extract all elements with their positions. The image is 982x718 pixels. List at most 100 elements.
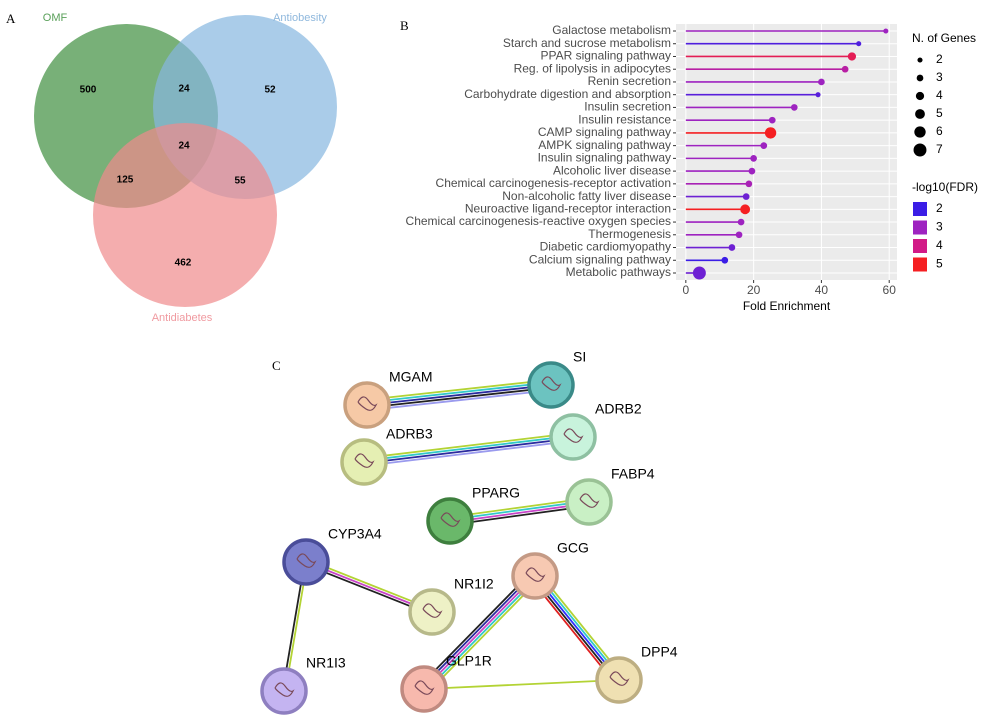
panel-label: A — [6, 11, 16, 26]
venn-set-label: Antiobesity — [273, 12, 327, 24]
lollipop-dot — [745, 180, 753, 188]
node-label: ADRB3 — [386, 426, 433, 442]
edge — [425, 577, 538, 692]
category-label: PPAR signaling pathway — [540, 49, 671, 63]
category-label: Calcium signaling pathway — [529, 252, 671, 266]
lollipop-dot — [841, 65, 849, 73]
legend-title: N. of Genes — [912, 31, 976, 45]
lollipop-dot — [768, 116, 776, 124]
lollipop-dot — [735, 231, 743, 239]
protein-icon — [525, 567, 546, 582]
node — [527, 361, 575, 409]
category-label: Galactose metabolism — [552, 23, 671, 37]
protein-icon — [541, 376, 562, 391]
venn-count: 125 — [117, 175, 134, 186]
venn-count: 500 — [80, 85, 97, 96]
venn-set-label: Antidiabetes — [152, 312, 213, 324]
legend-label: 2 — [936, 201, 943, 215]
lollipop-dot — [856, 41, 862, 47]
node — [565, 478, 613, 526]
venn-circle — [93, 123, 277, 307]
lollipop-dot — [790, 104, 798, 111]
x-tick-label: 0 — [682, 283, 689, 297]
node-label: GLP1R — [446, 653, 492, 669]
lollipop-dot — [760, 142, 768, 149]
legend-label: 4 — [936, 88, 943, 102]
node-label: ADRB2 — [595, 401, 642, 417]
lollipop-dot — [737, 218, 745, 226]
legend-label: 5 — [936, 257, 943, 271]
node — [282, 538, 330, 586]
protein-icon — [357, 396, 378, 411]
edge — [363, 432, 573, 460]
legend-label: 7 — [936, 142, 943, 156]
node — [511, 552, 559, 600]
node-label: DPP4 — [641, 644, 678, 660]
node-label: CYP3A4 — [328, 526, 382, 542]
edge — [366, 381, 551, 404]
node — [595, 656, 643, 704]
edge — [367, 389, 552, 412]
node-label: NR1I3 — [306, 655, 346, 671]
category-label: Insulin signaling pathway — [538, 151, 671, 165]
venn-count: 462 — [175, 258, 192, 269]
category-label: AMPK signaling pathway — [538, 138, 671, 152]
category-label: Carbohydrate digestion and absorption — [464, 87, 671, 101]
lollipop-dot — [692, 266, 706, 280]
x-tick-label: 60 — [883, 283, 897, 297]
legend-size-dot — [914, 126, 926, 138]
lollipop-dot — [740, 204, 751, 215]
x-tick-label: 40 — [815, 283, 829, 297]
edge — [364, 437, 574, 465]
edge — [363, 434, 573, 462]
lollipop-dot — [721, 256, 729, 264]
edge — [419, 571, 532, 686]
category-label: Thermogenesis — [588, 227, 671, 241]
lollipop-dot — [728, 244, 736, 251]
legend-size-dot — [917, 57, 923, 63]
lollipop-dot — [764, 127, 777, 139]
category-label: Metabolic pathways — [566, 265, 671, 279]
category-label: Renin secretion — [588, 74, 671, 88]
protein-icon — [296, 553, 317, 568]
protein-icon — [274, 682, 295, 697]
panel-label: C — [272, 358, 281, 373]
node-label: NR1I2 — [454, 576, 494, 592]
node-label: FABP4 — [611, 466, 655, 482]
venn-set-label: OMF — [43, 12, 68, 24]
category-label: Insulin secretion — [584, 100, 671, 114]
node — [343, 381, 391, 429]
venn-count: 24 — [178, 141, 190, 152]
category-label: CAMP signaling pathway — [538, 125, 671, 139]
legend-color-key — [913, 220, 927, 235]
edge — [366, 378, 551, 401]
legend-size-dot — [913, 143, 927, 157]
lollipop-dot — [883, 28, 889, 34]
venn-count: 55 — [234, 176, 246, 187]
category-label: Neuroactive ligand-receptor interaction — [465, 201, 671, 215]
x-tick-label: 20 — [747, 283, 761, 297]
plot-background — [676, 24, 897, 280]
protein-icon — [579, 493, 600, 508]
node-label: SI — [573, 349, 586, 365]
legend-color-key — [913, 257, 927, 272]
category-label: Alcoholic liver disease — [553, 163, 671, 177]
lollipop-dot — [815, 92, 821, 98]
legend-label: 4 — [936, 238, 943, 252]
edge — [421, 573, 534, 688]
lollipop-dot — [742, 193, 750, 200]
category-label: Insulin resistance — [578, 112, 671, 126]
edge — [364, 439, 574, 467]
x-axis-label: Fold Enrichment — [743, 299, 831, 313]
node — [400, 665, 448, 713]
protein-icon — [563, 428, 584, 443]
category-label: Chemical carcinogenesis-reactive oxygen … — [406, 214, 671, 228]
protein-icon — [440, 512, 461, 527]
node-label: PPARG — [472, 485, 520, 501]
venn: OMF Antiobesity Antidiabetes 500 24 52 2… — [34, 12, 337, 324]
lollipop-dot — [748, 167, 756, 175]
node — [408, 588, 456, 636]
edge — [423, 679, 620, 690]
